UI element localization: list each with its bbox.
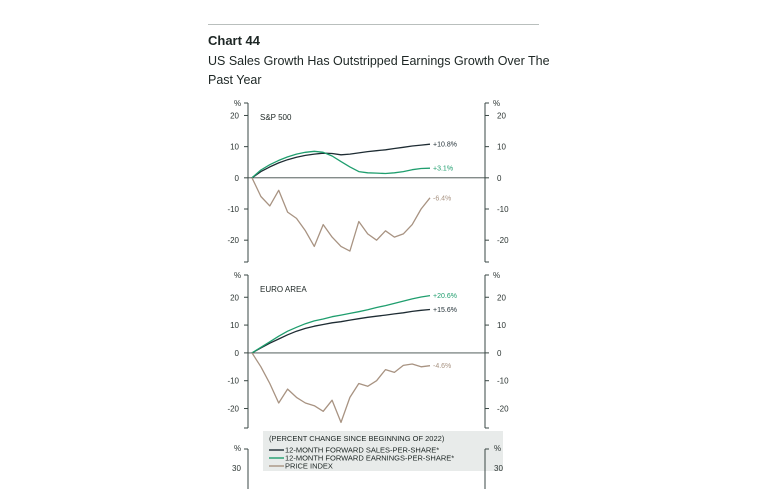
chart-title: US Sales Growth Has Outstripped Earnings… bbox=[208, 54, 550, 87]
y-tick-label-right: 20 bbox=[497, 293, 506, 302]
unit-label-right: % bbox=[493, 99, 500, 108]
end-label-price-index: -6.4% bbox=[433, 195, 451, 202]
end-label-price-index: -4.6% bbox=[433, 363, 451, 370]
series-line-12-month-forward-sales-per-share bbox=[251, 308, 431, 354]
third-panel-stub: % % 30 30 bbox=[232, 444, 503, 489]
legend-label-price: PRICE INDEX bbox=[285, 462, 333, 471]
y-tick-label-left: 10 bbox=[230, 143, 239, 152]
y-tick-label-right: -10 bbox=[497, 377, 509, 386]
y-tick-label-right: -10 bbox=[497, 205, 509, 214]
y-tick-label-right: 0 bbox=[497, 174, 502, 183]
series-line-12-month-forward-earnings-per-share bbox=[251, 294, 431, 354]
y-tick-label-right: -20 bbox=[497, 405, 509, 414]
chart-number: Chart 44 bbox=[208, 33, 261, 48]
legend-label-earnings: 12-MONTH FORWARD EARNINGS-PER-SHARE* bbox=[285, 454, 454, 463]
panel-s-p-500: % % S&P 500 20 20 10 10 0 0 -10 -10 -20 -20 +10.8% +3.… bbox=[227, 99, 509, 263]
legend-caption: (PERCENT CHANGE SINCE BEGINNING OF 2022) bbox=[269, 434, 445, 443]
chart-panels: % % S&P 500 20 20 10 10 0 0 -10 -10 -20 -20 +10.8% +3.… bbox=[227, 99, 509, 429]
top-divider bbox=[208, 24, 539, 25]
third-panel-tick-label-right: 30 bbox=[494, 464, 503, 473]
series-line-12-month-forward-sales-per-share bbox=[251, 143, 431, 179]
y-tick-label-left: 20 bbox=[230, 293, 239, 302]
y-tick-label-right: -20 bbox=[497, 236, 509, 245]
y-tick-label-left: -10 bbox=[227, 377, 239, 386]
legend-label-sales: 12-MONTH FORWARD SALES-PER-SHARE* bbox=[285, 446, 439, 455]
y-tick-label-left: 10 bbox=[230, 321, 239, 330]
legend-background bbox=[263, 431, 503, 471]
y-tick-label-left: -10 bbox=[227, 205, 239, 214]
y-tick-label-right: 10 bbox=[497, 143, 506, 152]
y-tick-label-left: 0 bbox=[235, 349, 240, 358]
series-line-price-index bbox=[251, 177, 431, 252]
y-tick-label-right: 20 bbox=[497, 111, 506, 120]
panel-euro-area: % % EURO AREA 20 20 10 10 0 0 -10 -10 -20 -20 +15.6% +… bbox=[227, 271, 509, 429]
third-panel-unit-left: % bbox=[234, 444, 241, 453]
legend: (PERCENT CHANGE SINCE BEGINNING OF 2022)… bbox=[263, 431, 503, 471]
third-panel-tick-label-left: 30 bbox=[232, 464, 241, 473]
y-tick-label-left: 20 bbox=[230, 111, 239, 120]
end-label-12-month-forward-earnings-per-share: +20.6% bbox=[433, 293, 457, 300]
y-tick-label-left: 0 bbox=[235, 174, 240, 183]
end-label-12-month-forward-earnings-per-share: +3.1% bbox=[433, 166, 453, 173]
third-panel-unit-right: % bbox=[494, 444, 501, 453]
end-label-12-month-forward-sales-per-share: +10.8% bbox=[433, 142, 457, 149]
unit-label-right: % bbox=[493, 271, 500, 280]
unit-label-left: % bbox=[234, 271, 241, 280]
end-label-12-month-forward-sales-per-share: +15.6% bbox=[433, 307, 457, 314]
series-line-price-index bbox=[251, 352, 431, 424]
y-tick-label-right: 0 bbox=[497, 349, 502, 358]
y-tick-label-left: -20 bbox=[227, 236, 239, 245]
panel-title: EURO AREA bbox=[260, 285, 307, 294]
y-tick-label-left: -20 bbox=[227, 405, 239, 414]
unit-label-left: % bbox=[234, 99, 241, 108]
series-line-12-month-forward-earnings-per-share bbox=[251, 150, 431, 179]
panel-title: S&P 500 bbox=[260, 113, 292, 122]
y-tick-label-right: 10 bbox=[497, 321, 506, 330]
